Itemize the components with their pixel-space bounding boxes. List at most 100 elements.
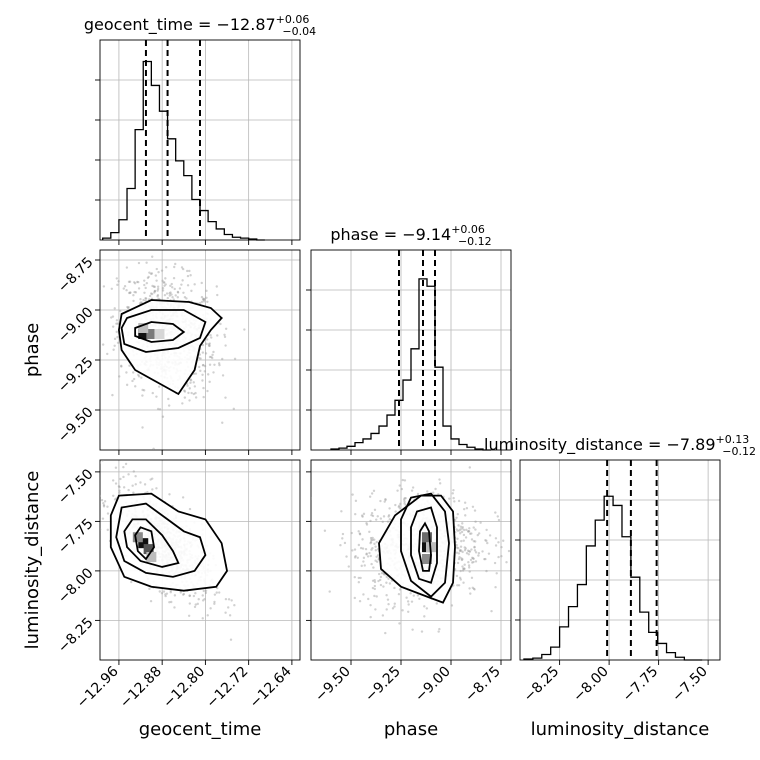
sample-point — [462, 533, 466, 537]
sample-point — [507, 549, 511, 553]
sample-point — [155, 279, 158, 282]
sample-point — [407, 610, 410, 613]
sample-point — [385, 594, 388, 597]
sample-point — [188, 399, 191, 402]
sample-point — [163, 281, 166, 284]
sample-point — [388, 518, 392, 521]
sample-point — [412, 594, 415, 597]
sample-point — [458, 555, 461, 559]
sample-point — [188, 507, 192, 511]
sample-point — [156, 293, 160, 297]
sample-point — [151, 488, 154, 491]
sample-point — [208, 342, 211, 345]
sample-point — [370, 548, 373, 551]
sample-point — [403, 479, 407, 482]
sample-point — [467, 553, 471, 556]
sample-point — [134, 385, 137, 388]
sample-point — [377, 579, 380, 583]
sample-point — [360, 564, 363, 568]
sample-point — [425, 607, 429, 610]
sample-point — [456, 529, 459, 532]
sample-point — [361, 547, 365, 550]
sample-point — [224, 327, 228, 330]
sample-point — [371, 546, 374, 550]
sample-point — [206, 373, 210, 376]
sample-point — [152, 285, 156, 288]
sample-point — [171, 286, 174, 289]
sample-point — [194, 603, 197, 606]
sample-point — [373, 584, 377, 588]
sample-point — [171, 296, 174, 299]
sample-point — [469, 558, 473, 562]
sample-point — [143, 291, 146, 294]
sample-point — [461, 527, 464, 530]
sample-point — [205, 338, 209, 341]
sample-point — [454, 518, 457, 522]
sample-point — [167, 397, 170, 401]
sample-point — [374, 559, 377, 562]
sample-point — [148, 294, 152, 298]
sample-point — [467, 530, 471, 533]
contour-level-2 — [120, 309, 207, 353]
contour-level-3 — [115, 502, 207, 578]
sample-point — [125, 383, 129, 387]
sample-point — [371, 579, 375, 583]
sample-point — [157, 297, 160, 301]
sample-point — [117, 280, 120, 283]
sample-point — [100, 528, 102, 531]
sample-point — [357, 581, 361, 584]
sample-point — [156, 285, 160, 288]
sample-point — [146, 491, 149, 494]
sample-point — [410, 489, 414, 492]
sample-point — [207, 343, 211, 346]
sample-point — [88, 461, 90, 463]
sample-point — [476, 533, 479, 537]
sample-point — [127, 291, 131, 295]
sample-point — [382, 515, 386, 518]
sample-point — [356, 556, 359, 559]
sample-point — [128, 291, 132, 295]
sample-point — [168, 493, 171, 496]
sample-point — [142, 298, 145, 302]
sample-point — [477, 552, 481, 555]
sample-point — [148, 271, 151, 274]
sample-point — [328, 590, 331, 593]
panel-title-phase: phase = −9.14+0.06 −0.12 — [330, 223, 491, 248]
sample-point — [497, 541, 500, 544]
title-median: phase = −9.14 — [330, 225, 451, 244]
sample-point — [119, 309, 122, 313]
sample-point — [156, 287, 160, 291]
sample-point — [137, 287, 141, 290]
sample-point — [494, 544, 498, 547]
sample-point — [373, 587, 376, 591]
sample-point — [423, 605, 426, 608]
sample-point — [404, 496, 407, 500]
sample-point — [122, 465, 125, 469]
sample-point — [132, 491, 135, 494]
panel-plot-area — [101, 255, 246, 450]
histogram-step — [102, 60, 265, 241]
sample-point — [116, 335, 119, 339]
sample-point — [358, 600, 362, 603]
sample-point — [156, 407, 160, 411]
density-cell — [146, 329, 157, 339]
sample-point — [115, 277, 119, 280]
sample-point — [203, 364, 207, 368]
sample-point — [201, 379, 204, 382]
sample-point — [149, 292, 153, 295]
sample-point — [494, 586, 497, 589]
sample-point — [459, 532, 462, 535]
sample-point — [411, 486, 415, 489]
sample-point — [494, 537, 498, 540]
density-cell — [138, 538, 149, 549]
sample-point — [132, 299, 135, 303]
sample-point — [385, 575, 388, 579]
sample-point — [183, 390, 187, 393]
sample-point — [483, 557, 486, 561]
sample-point — [473, 509, 477, 512]
sample-point — [176, 291, 180, 294]
sample-point — [465, 528, 468, 532]
sample-point — [450, 604, 454, 607]
sample-point — [208, 363, 212, 366]
sample-point — [452, 496, 455, 500]
